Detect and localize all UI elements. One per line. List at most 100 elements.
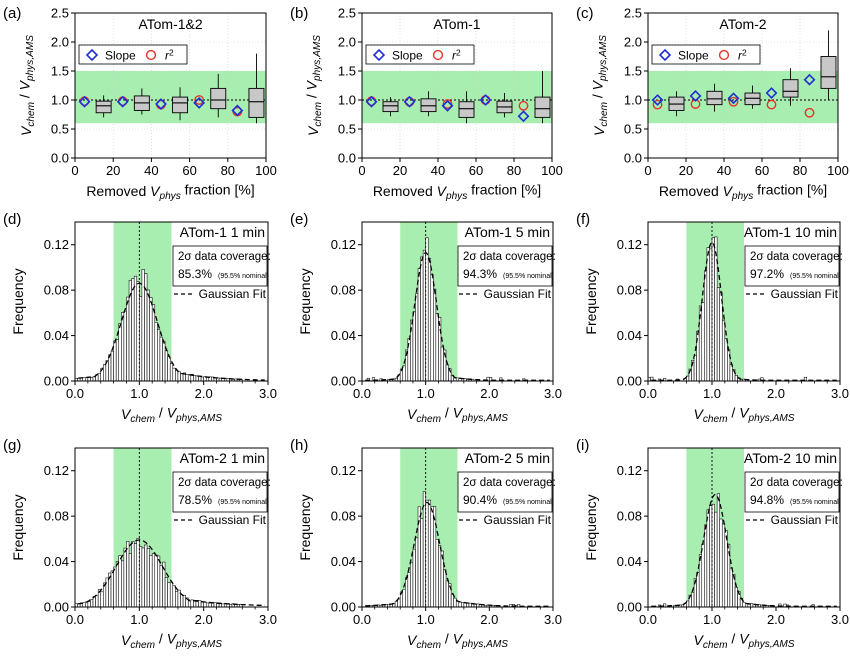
slope-point	[155, 98, 167, 110]
histogram-bar	[438, 545, 442, 608]
legend-slope-icon	[372, 48, 386, 62]
box-15	[382, 97, 399, 117]
histogram-bar	[706, 509, 710, 608]
y-tick-label: 0.00	[331, 600, 356, 615]
slope-point	[651, 94, 664, 106]
histogram-bars	[657, 493, 815, 608]
x-tick-label: 0.0	[353, 612, 371, 627]
histogram-bar	[440, 550, 444, 608]
histogram-bar	[115, 561, 120, 608]
gaussian-fit-curve	[651, 493, 837, 607]
y-axis-label: Frequency	[10, 494, 26, 560]
coverage-value: 85.3%	[178, 267, 212, 281]
coverage-box	[744, 245, 840, 287]
slope-point	[689, 90, 702, 102]
coverage-label: 2σ data coverage:	[178, 477, 271, 489]
x-tick-label: 1.0	[703, 386, 721, 401]
panel-f: ATom-1 10 min 2σ data coverage: 97.2% (95.5…	[576, 211, 849, 425]
x-tick-label: 2.0	[480, 612, 498, 627]
histogram-bar	[729, 364, 733, 382]
r2-point	[194, 95, 205, 105]
histogram-bar	[149, 297, 153, 382]
histogram-bar	[108, 354, 112, 382]
histogram-bar	[144, 544, 148, 608]
y-tick-label: 0.08	[617, 509, 642, 524]
histogram-bar	[97, 373, 102, 382]
histogram-bar	[95, 595, 99, 608]
y-tick-label: 0.12	[617, 237, 642, 252]
x-tick-label: 80	[221, 163, 235, 178]
histogram-bar	[734, 375, 738, 382]
x-tick-label: 100	[827, 163, 849, 178]
x-tick-label: 20	[106, 163, 120, 178]
box-95	[534, 71, 551, 124]
histogram-bar	[211, 602, 215, 608]
histogram-bar	[169, 363, 174, 382]
histogram-bar	[435, 539, 439, 608]
x-tick-label: 2.0	[480, 386, 498, 401]
histogram-bar	[445, 364, 449, 382]
histogram-bar	[113, 340, 117, 382]
r2-point	[442, 99, 453, 109]
histogram-bar	[427, 499, 432, 608]
histogram-bar	[121, 312, 125, 382]
y-tick-label: 0.12	[44, 463, 69, 478]
legend-slope-icon	[658, 48, 672, 62]
legend-box	[78, 44, 188, 65]
x-tick-label: 60	[755, 163, 769, 178]
x-tick-label: 40	[144, 163, 158, 178]
y-axis-label: Frequency	[297, 494, 313, 560]
histogram-bar	[164, 350, 168, 382]
histogram-bar	[169, 581, 174, 608]
slope-point	[193, 96, 206, 109]
y-tick-label: 0.12	[44, 237, 69, 252]
histogram-bar	[716, 287, 720, 382]
histogram-bar	[213, 602, 217, 608]
histogram-bar	[131, 278, 135, 382]
panel-h: ATom-2 5 min 2σ data coverage: 90.4% (95.5%…	[290, 437, 562, 651]
coverage-label: 2σ data coverage:	[463, 477, 556, 489]
histogram-bar	[172, 585, 176, 608]
panel-letter: (h)	[290, 437, 308, 454]
histogram-bar	[453, 597, 457, 608]
x-tick-label: 0.0	[353, 386, 371, 401]
y-tick-label: 0.00	[617, 374, 642, 389]
slope-point	[116, 95, 129, 108]
slope-point	[479, 94, 492, 106]
box-body	[706, 90, 723, 106]
y-tick-label: 0.5	[624, 122, 642, 137]
plot-frame	[74, 447, 269, 608]
histogram-bar	[87, 601, 91, 608]
coverage-note: (95.5% nominal)	[218, 499, 269, 506]
y-tick-label: 0.00	[44, 600, 69, 615]
histogram-bar	[200, 601, 204, 608]
histogram-bar	[133, 543, 138, 608]
coverage-value: 94.8%	[750, 493, 784, 507]
legend-slope-label: Slope	[392, 49, 423, 63]
x-tick-label: 1.0	[703, 612, 721, 627]
histogram-bar	[402, 589, 406, 608]
plot-frame	[361, 12, 553, 159]
histogram-bar	[698, 554, 703, 608]
legend-r2-icon	[432, 49, 444, 61]
panel-title: ATom-1	[433, 16, 480, 32]
box-body	[95, 100, 112, 114]
y-tick-label: 0.00	[331, 374, 356, 389]
coverage-note: (95.5% nominal)	[790, 499, 841, 506]
histogram-bar	[141, 269, 145, 382]
histogram-bar	[443, 569, 447, 608]
histogram-bar	[714, 511, 718, 608]
coverage-box	[172, 245, 268, 287]
box-55	[744, 85, 761, 109]
histogram-bar	[159, 336, 163, 382]
y-axis-label: Frequency	[583, 268, 599, 334]
histogram-bar	[164, 577, 168, 608]
histogram-bar	[420, 256, 424, 382]
histogram-bar	[126, 296, 130, 382]
legend-box	[365, 44, 475, 65]
x-tick-label: 100	[255, 163, 277, 178]
y-tick-label: 1.0	[624, 93, 642, 108]
y-tick-label: 2.5	[624, 6, 642, 21]
histogram-bar	[146, 289, 150, 382]
